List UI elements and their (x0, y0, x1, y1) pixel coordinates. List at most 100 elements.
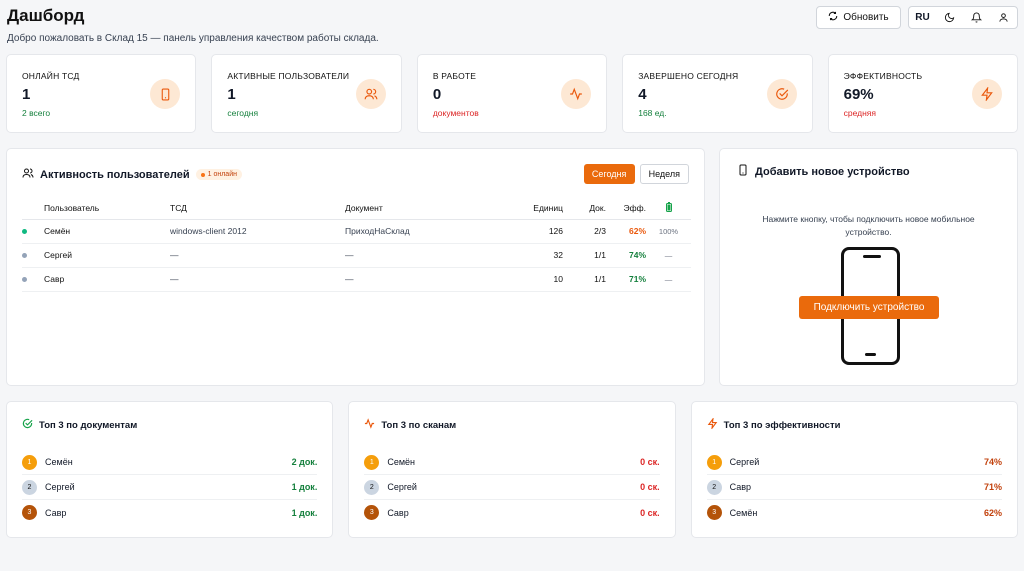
list-item: 3 Семён 62% (706, 500, 1002, 525)
stat-card-active-users: АКТИВНЫЕ ПОЛЬЗОВАТЕЛИ 1 сегодня (211, 54, 402, 133)
language-switch[interactable]: RU (915, 12, 930, 23)
rank-badge: 1 (22, 454, 37, 470)
check-circle-icon (22, 418, 33, 432)
cell-document: ПриходНаСклад (345, 219, 513, 244)
moon-icon[interactable] (940, 8, 960, 28)
cell-user: Семён (44, 219, 170, 244)
page-subtitle: Добро пожаловать в Склад 15 — панель упр… (7, 33, 379, 44)
activity-title: Активность пользователей (40, 168, 190, 181)
rank-badge: 3 (364, 505, 380, 520)
status-cell (22, 243, 44, 268)
stat-value: 69% (843, 86, 874, 103)
top-name: Савр (387, 507, 409, 518)
header-actions: Обновить RU (816, 6, 1018, 29)
table-header: Пользователь ТСД Документ Единиц Док. Эф… (22, 197, 691, 220)
status-cell (22, 219, 44, 244)
stat-cards: ОНЛАЙН ТСД 1 2 всего АКТИВНЫЕ ПОЛЬЗОВАТЕ… (6, 54, 1019, 133)
top-name: Савр (45, 507, 67, 518)
stat-card-completed-today: ЗАВЕРШЕНО СЕГОДНЯ 4 168 ед. (622, 54, 813, 133)
device-title: Добавить новое устройство (755, 165, 910, 178)
rank-badge: 1 (706, 454, 722, 470)
stat-label: ЗАВЕРШЕНО СЕГОДНЯ (638, 71, 739, 81)
device-icon (737, 164, 749, 179)
top-title-row: Топ 3 по документам (22, 418, 317, 432)
col-document: Документ (345, 197, 513, 220)
table-row[interactable]: Сергей — —32 1/1 74% — (22, 243, 691, 268)
page-title: Дашборд (7, 6, 85, 25)
stat-sub: документов (432, 108, 479, 118)
add-device-panel: Добавить новое устройство Нажмите кнопку… (719, 148, 1018, 386)
tab-week[interactable]: Неделя (639, 164, 689, 184)
status-cell (22, 267, 44, 292)
bell-icon[interactable] (967, 8, 987, 28)
phone-home-bar (865, 353, 876, 356)
top-value: 71% (983, 482, 1002, 492)
top-value: 74% (983, 457, 1002, 467)
col-docs: Док. (563, 197, 606, 220)
top-title: Топ 3 по эффективности (723, 419, 841, 431)
cell-units: 32 (513, 243, 563, 268)
top-value: 0 ск. (640, 482, 660, 492)
list-item: 2 Сергей 0 ск. (364, 475, 660, 500)
top-name: Семён (387, 457, 415, 467)
top-value: 62% (983, 507, 1002, 518)
cell-user: Савр (44, 267, 170, 292)
list-item: 1 Семён 0 ск. (364, 450, 660, 475)
cell-user: Сергей (44, 243, 170, 268)
top-name: Семён (45, 457, 73, 467)
table-row[interactable]: Савр — —10 1/1 71% — (22, 267, 691, 292)
top-by-documents: Топ 3 по документам 1 Семён 2 док. 2 Сергей… (6, 401, 334, 538)
status-dot (22, 229, 27, 234)
top-name: Савр (729, 482, 752, 492)
refresh-icon (828, 11, 838, 24)
cell-battery: 100% (646, 219, 691, 244)
check-circle-icon (766, 79, 797, 109)
cell-device: windows-client 2012 (170, 219, 345, 244)
col-device: ТСД (170, 197, 345, 220)
stat-card-online-devices: ОНЛАЙН ТСД 1 2 всего (6, 54, 197, 133)
top-value: 2 док. (291, 457, 318, 467)
top-name: Семён (729, 507, 758, 518)
activity-title-row: Активность пользователей 1 онлайн (22, 167, 242, 182)
cell-document: — (345, 267, 513, 292)
rank-badge: 1 (364, 454, 380, 470)
stat-card-efficiency: ЭФФЕКТИВНОСТЬ 69% средняя (827, 54, 1019, 133)
top-cards: Топ 3 по документам 1 Семён 2 док. 2 Сергей… (6, 401, 1018, 538)
users-icon (22, 167, 34, 182)
lightning-icon (972, 79, 1003, 109)
online-badge: 1 онлайн (195, 169, 242, 180)
cell-document: — (345, 243, 513, 268)
top-title: Топ 3 по документам (39, 419, 138, 431)
online-dot (200, 172, 205, 177)
toolbar: RU (908, 6, 1018, 29)
refresh-button[interactable]: Обновить (816, 6, 901, 29)
top-title-row: Топ 3 по эффективности (707, 416, 1002, 432)
rank-badge: 3 (706, 505, 722, 520)
activity-table: Пользователь ТСД Документ Единиц Док. Эф… (22, 197, 691, 292)
user-icon[interactable] (994, 8, 1014, 28)
stat-value: 0 (432, 86, 442, 103)
col-efficiency: Эфф. (606, 197, 646, 220)
cell-device: — (170, 267, 345, 292)
top-value: 1 док. (291, 482, 318, 492)
device-title-row: Добавить новое устройство (737, 164, 910, 179)
stat-label: В РАБОТЕ (432, 71, 477, 81)
list-item: 3 Савр 1 док. (22, 500, 317, 525)
col-units: Единиц (513, 197, 563, 220)
cell-units: 10 (513, 267, 563, 292)
connect-device-button[interactable]: Подключить устройство (799, 296, 939, 319)
cell-units: 126 (513, 219, 563, 244)
top-value: 0 ск. (640, 507, 660, 518)
list-item: 3 Савр 0 ск. (364, 500, 660, 525)
online-badge-text: 1 онлайн (207, 171, 237, 178)
battery-icon (646, 197, 691, 220)
status-col (22, 197, 44, 220)
top-list: 1 Семён 2 док. 2 Сергей 1 док. 3 Савр 1 док. (22, 450, 318, 525)
period-switch: Сегодня Неделя (583, 164, 689, 184)
cell-docs: 1/1 (563, 243, 606, 268)
stat-label: АКТИВНЫЕ ПОЛЬЗОВАТЕЛИ (227, 71, 350, 81)
stat-value: 4 (638, 86, 647, 103)
tab-today[interactable]: Сегодня (583, 164, 635, 184)
table-row[interactable]: Семён windows-client 2012 ПриходНаСклад 126… (22, 219, 691, 244)
top-name: Сергей (45, 482, 75, 492)
